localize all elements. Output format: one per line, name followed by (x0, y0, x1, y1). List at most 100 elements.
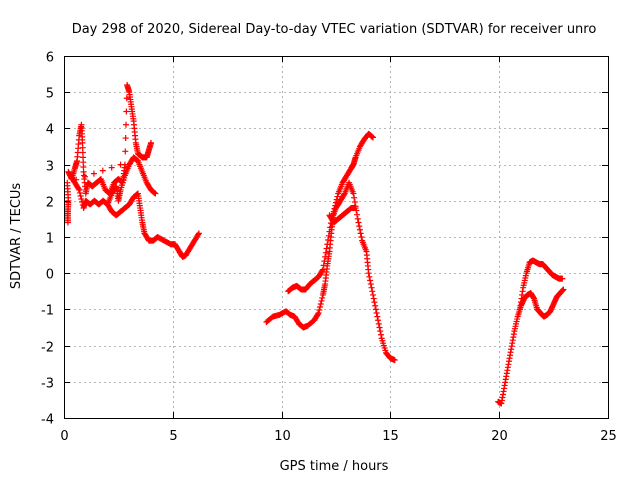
x-axis-ticks: 0 5 10 15 20 25 (60, 56, 617, 444)
data-point (151, 189, 158, 196)
data-point (369, 288, 376, 295)
data-point (372, 306, 379, 313)
x-tick-label: 15 (382, 429, 399, 444)
data-point (374, 313, 381, 320)
grid-lines (64, 56, 608, 418)
data-point (365, 270, 372, 277)
data-point (377, 328, 384, 335)
x-tick-label: 5 (169, 429, 177, 444)
data-point (108, 164, 115, 171)
data-point (317, 300, 324, 307)
data-point (323, 245, 330, 252)
data-point (320, 262, 327, 269)
x-tick-label: 20 (491, 429, 508, 444)
x-tick-label: 0 (60, 429, 68, 444)
data-point (373, 310, 380, 317)
data-point (122, 148, 129, 155)
data-point (315, 310, 322, 317)
data-point (370, 295, 377, 302)
data-point (316, 307, 323, 314)
data-point (324, 241, 331, 248)
data-point (327, 224, 334, 231)
y-axis-label: SDTVAR / TECUs (9, 183, 24, 290)
data-point (152, 190, 159, 197)
data-point (369, 291, 376, 298)
data-point (319, 267, 326, 274)
data-points (64, 81, 567, 407)
data-point (195, 231, 202, 238)
data-point (559, 275, 566, 282)
data-point (321, 258, 328, 265)
y-tick-label: -4 (41, 413, 54, 428)
data-point (314, 311, 321, 318)
data-point (375, 317, 382, 324)
y-tick-label: -2 (41, 341, 54, 356)
data-point (350, 190, 357, 197)
data-point (195, 230, 202, 237)
data-point (356, 226, 363, 233)
data-point (76, 186, 83, 193)
data-point (122, 135, 129, 142)
data-point (322, 253, 329, 260)
data-point (355, 219, 362, 226)
data-point (367, 277, 374, 284)
chart-title: Day 298 of 2020, Sidereal Day-to-day VTE… (72, 22, 597, 37)
data-point (82, 173, 89, 180)
data-point (317, 303, 324, 310)
data-point (123, 108, 130, 115)
data-point (367, 281, 374, 288)
y-tick-label: -3 (41, 377, 54, 392)
y-tick-label: 4 (46, 123, 54, 138)
data-point (76, 189, 83, 196)
data-point (368, 284, 375, 291)
data-point (351, 199, 358, 206)
data-point (319, 266, 326, 273)
y-tick-label: 2 (46, 196, 54, 211)
data-point (340, 191, 347, 198)
data-point (352, 205, 359, 212)
data-point (369, 134, 376, 141)
data-point (354, 215, 361, 222)
y-tick-label: -1 (41, 304, 54, 319)
data-point (372, 302, 379, 309)
data-point (78, 195, 85, 202)
data-point (325, 237, 332, 244)
data-point (77, 192, 84, 199)
y-tick-label: 1 (46, 232, 54, 247)
data-point (325, 232, 332, 239)
data-point (369, 133, 376, 140)
data-point (334, 193, 341, 200)
data-point (117, 161, 124, 168)
y-tick-label: 3 (46, 160, 54, 175)
data-point (358, 234, 365, 240)
x-tick-label: 10 (274, 429, 291, 444)
data-point (376, 324, 383, 331)
data-point (375, 320, 382, 327)
data-point (357, 230, 364, 237)
data-point (319, 294, 326, 301)
data-point (391, 357, 398, 364)
data-point (356, 223, 363, 230)
data-point (371, 299, 378, 306)
data-point (99, 167, 106, 174)
data-point (64, 179, 71, 186)
data-point (148, 139, 155, 146)
data-point (354, 211, 361, 218)
data-point (377, 331, 384, 338)
data-point (351, 194, 358, 201)
data-point (560, 286, 567, 293)
data-point (90, 170, 97, 177)
data-point (123, 95, 130, 102)
data-point (112, 184, 119, 191)
x-axis-label: GPS time / hours (280, 459, 389, 474)
data-point (73, 176, 80, 183)
data-point (326, 228, 333, 235)
data-point (322, 249, 329, 256)
y-tick-label: 0 (46, 268, 54, 283)
y-tick-label: 5 (46, 87, 54, 102)
data-point (318, 297, 325, 304)
data-point (75, 185, 82, 192)
data-point (366, 273, 373, 280)
x-tick-label: 25 (600, 429, 617, 444)
